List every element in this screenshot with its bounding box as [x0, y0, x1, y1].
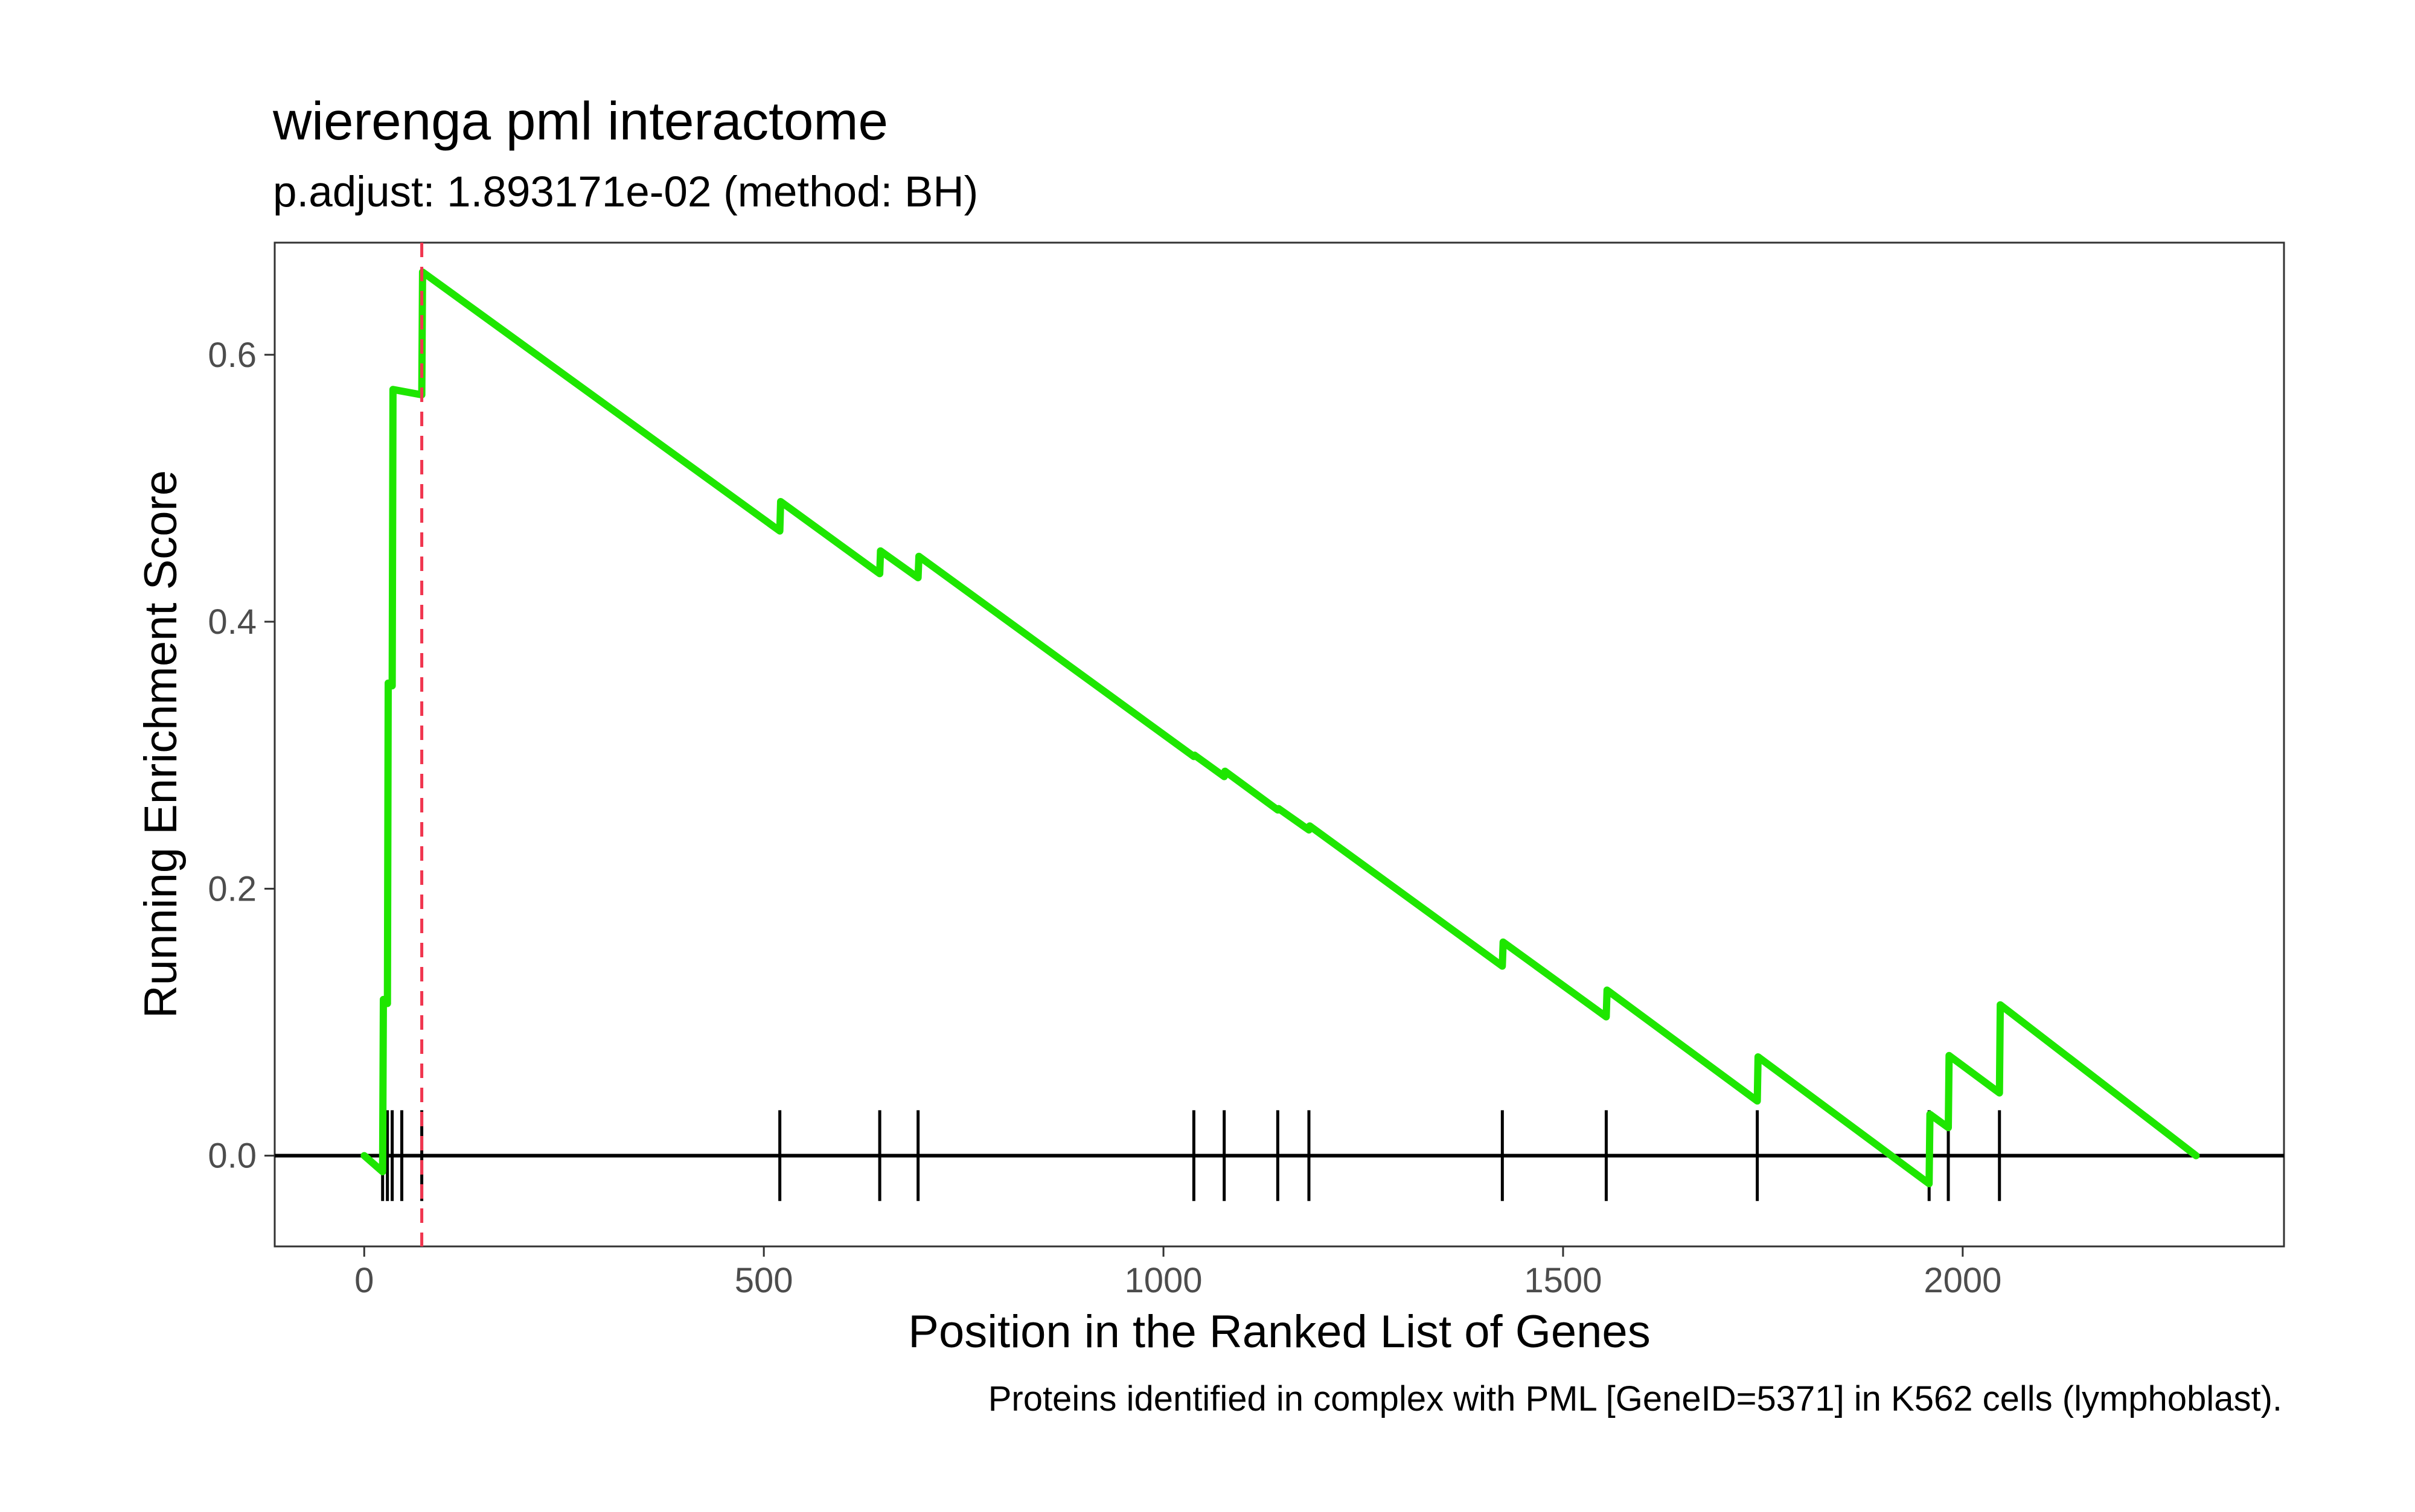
x-tick-label: 1500 — [1524, 1261, 1602, 1300]
x-tick-label: 500 — [735, 1261, 793, 1300]
chart-title: wierenga pml interactome — [272, 91, 888, 151]
x-tick-label: 0 — [354, 1261, 374, 1300]
plot-area — [275, 243, 2284, 1246]
x-tick-label: 1000 — [1125, 1261, 1203, 1300]
gene-hit-marks — [381, 1110, 2001, 1201]
running-enrichment-line — [360, 268, 2200, 1188]
x-tick-label: 2000 — [1924, 1261, 2001, 1300]
chart-caption: Proteins identified in complex with PML … — [988, 1379, 2282, 1418]
x-axis: 0 500 1000 1500 2000 — [354, 1246, 2001, 1300]
y-tick-label: 0.0 — [208, 1137, 257, 1176]
y-axis: 0.0 0.2 0.4 0.6 — [208, 336, 275, 1176]
y-axis-title: Running Enrichment Score — [135, 470, 187, 1018]
plot-panel — [273, 241, 2285, 1248]
y-tick-label: 0.6 — [208, 336, 257, 375]
x-axis-title: Position in the Ranked List of Genes — [908, 1306, 1650, 1357]
y-tick-label: 0.2 — [208, 869, 257, 908]
chart-subtitle: p.adjust: 1.893171e-02 (method: BH) — [273, 168, 978, 216]
y-tick-label: 0.4 — [208, 602, 257, 642]
